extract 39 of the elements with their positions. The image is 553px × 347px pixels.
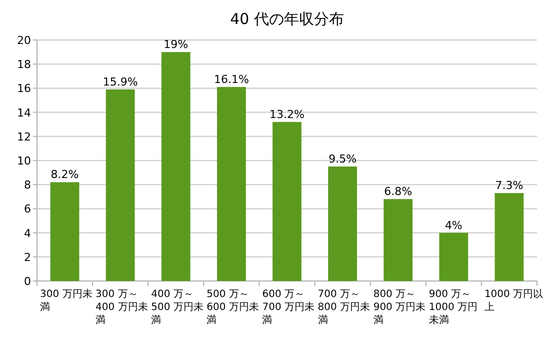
bar <box>328 166 357 281</box>
data-label: 15.9% <box>102 75 138 88</box>
x-tick-label: 500 万～600 万円未満 <box>206 288 260 327</box>
x-tick-label: 300 万円未満 <box>40 288 93 314</box>
bar <box>50 182 80 281</box>
y-tick-label: 20 <box>17 34 31 47</box>
x-tick-label: 300 万～400 万円未満 <box>96 288 148 327</box>
y-tick-label: 18 <box>17 58 31 72</box>
bar <box>384 199 413 281</box>
data-label: 13.2% <box>270 108 304 121</box>
x-tick-label: 600 万～700 万円未満 <box>262 288 315 327</box>
x-tick-label: 900 万～1000 万円未満 <box>428 288 479 327</box>
bar <box>272 122 302 281</box>
bar <box>161 52 190 281</box>
bar <box>494 193 524 281</box>
y-tick-label: 10 <box>17 154 31 168</box>
y-tick-label: 16 <box>17 82 31 96</box>
data-label: 9.5% <box>328 152 357 166</box>
data-label: 7.3% <box>495 179 524 192</box>
data-label: 16.1% <box>214 72 249 86</box>
x-tick-label: 700 万～800 万円未満 <box>318 288 370 327</box>
chart-title: 40 代の年収分布 <box>230 10 344 28</box>
data-label: 19% <box>164 38 188 52</box>
data-label: 6.8% <box>384 185 412 198</box>
y-tick-label: 8 <box>24 178 31 192</box>
x-tick-label: 1000 万円以上 <box>484 288 544 314</box>
y-tick-label: 14 <box>17 106 31 120</box>
y-tick-label: 0 <box>24 275 31 288</box>
x-tick-label: 800 万～900 万円未満 <box>373 288 426 327</box>
y-tick-label: 2 <box>24 250 31 264</box>
data-label: 8.2% <box>50 168 79 182</box>
data-label: 4% <box>444 218 462 232</box>
bar <box>217 86 246 281</box>
y-tick-label: 4 <box>24 226 31 240</box>
bar <box>439 232 468 281</box>
bar <box>106 89 135 281</box>
y-tick-label: 6 <box>24 202 31 216</box>
y-tick-label: 12 <box>17 130 31 144</box>
x-tick-label: 400 万～500 万円未満 <box>151 288 204 327</box>
